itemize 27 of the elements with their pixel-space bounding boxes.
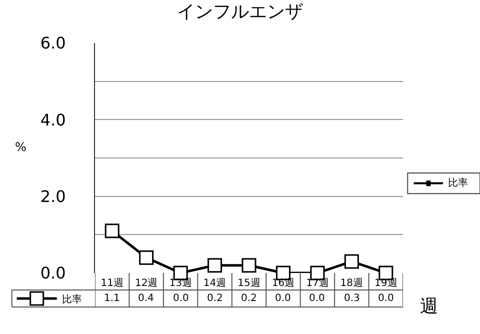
x-tick-label: 12週 — [134, 278, 158, 289]
x-tick-label: 14週 — [203, 278, 226, 289]
x-tick-label: 15週 — [238, 278, 260, 289]
x-axis-title: 週 — [420, 296, 438, 317]
data-label: 0.0 — [309, 293, 325, 304]
point — [344, 254, 359, 269]
data-label: 1.1 — [104, 293, 120, 304]
data-label: 0.4 — [138, 293, 154, 304]
data-label: 0.3 — [344, 293, 360, 304]
point — [104, 224, 120, 238]
point — [208, 258, 222, 273]
data-label: 0.0 — [378, 293, 394, 304]
legend-label: 比率 — [62, 293, 82, 306]
chart-title: インフルエンザ — [177, 2, 303, 23]
data-label: 0.0 — [275, 293, 291, 304]
data-label: 0.2 — [207, 293, 223, 304]
point — [139, 250, 154, 265]
point — [242, 258, 256, 273]
y-axis-title: % — [15, 140, 26, 154]
y-tick-label: 2.0 — [40, 186, 66, 206]
data-label: 0.0 — [173, 293, 189, 304]
y-tick-label: 0.0 — [40, 264, 66, 283]
data-label: 0.2 — [241, 293, 257, 304]
x-tick-label: 11週 — [100, 278, 124, 289]
y-tick-label: 6.0 — [40, 34, 66, 53]
y-tick-label: 4.0 — [40, 110, 66, 130]
x-tick-label: 18週 — [340, 278, 364, 289]
